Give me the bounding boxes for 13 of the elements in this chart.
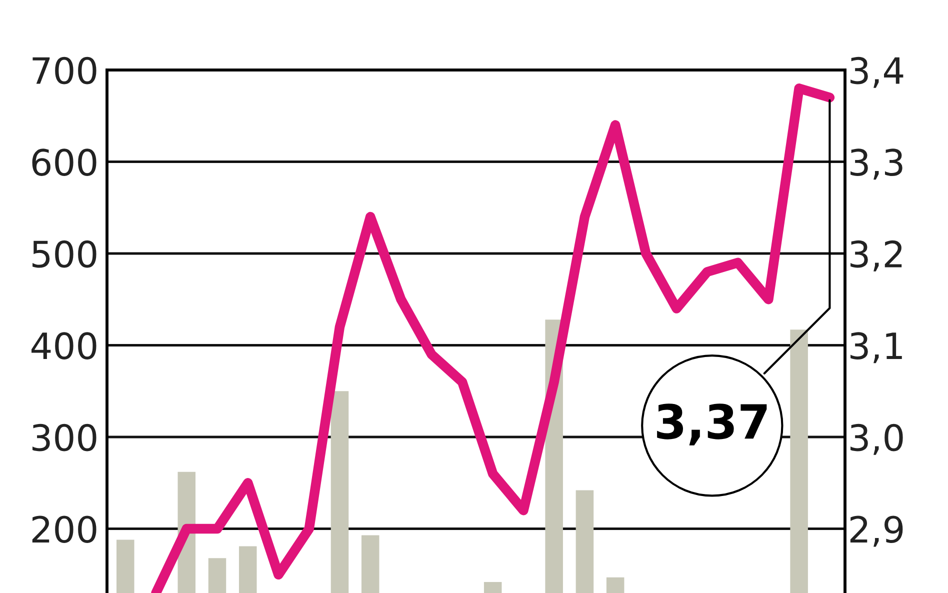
y-tick-label: 300 — [32, 424, 96, 452]
y2-tick-label: 2,9 — [850, 516, 903, 547]
y2-tick-label: 3,0 — [850, 424, 903, 455]
y-tick-label: 600 — [32, 148, 96, 176]
y-tick-label: 200 — [32, 516, 96, 544]
y-tick-label: 400 — [32, 332, 96, 360]
y-tick-label: 700 — [32, 56, 96, 84]
y2-tick-label: 3,4 — [850, 56, 904, 88]
y-tick-label: 500 — [32, 240, 96, 268]
annotation: 3,37 — [657, 404, 767, 446]
y2-tick-label: 3,3 — [850, 148, 902, 180]
y2-tick-label: 3,2 — [850, 240, 902, 272]
y2-tick-label: 3,1 — [850, 332, 902, 364]
